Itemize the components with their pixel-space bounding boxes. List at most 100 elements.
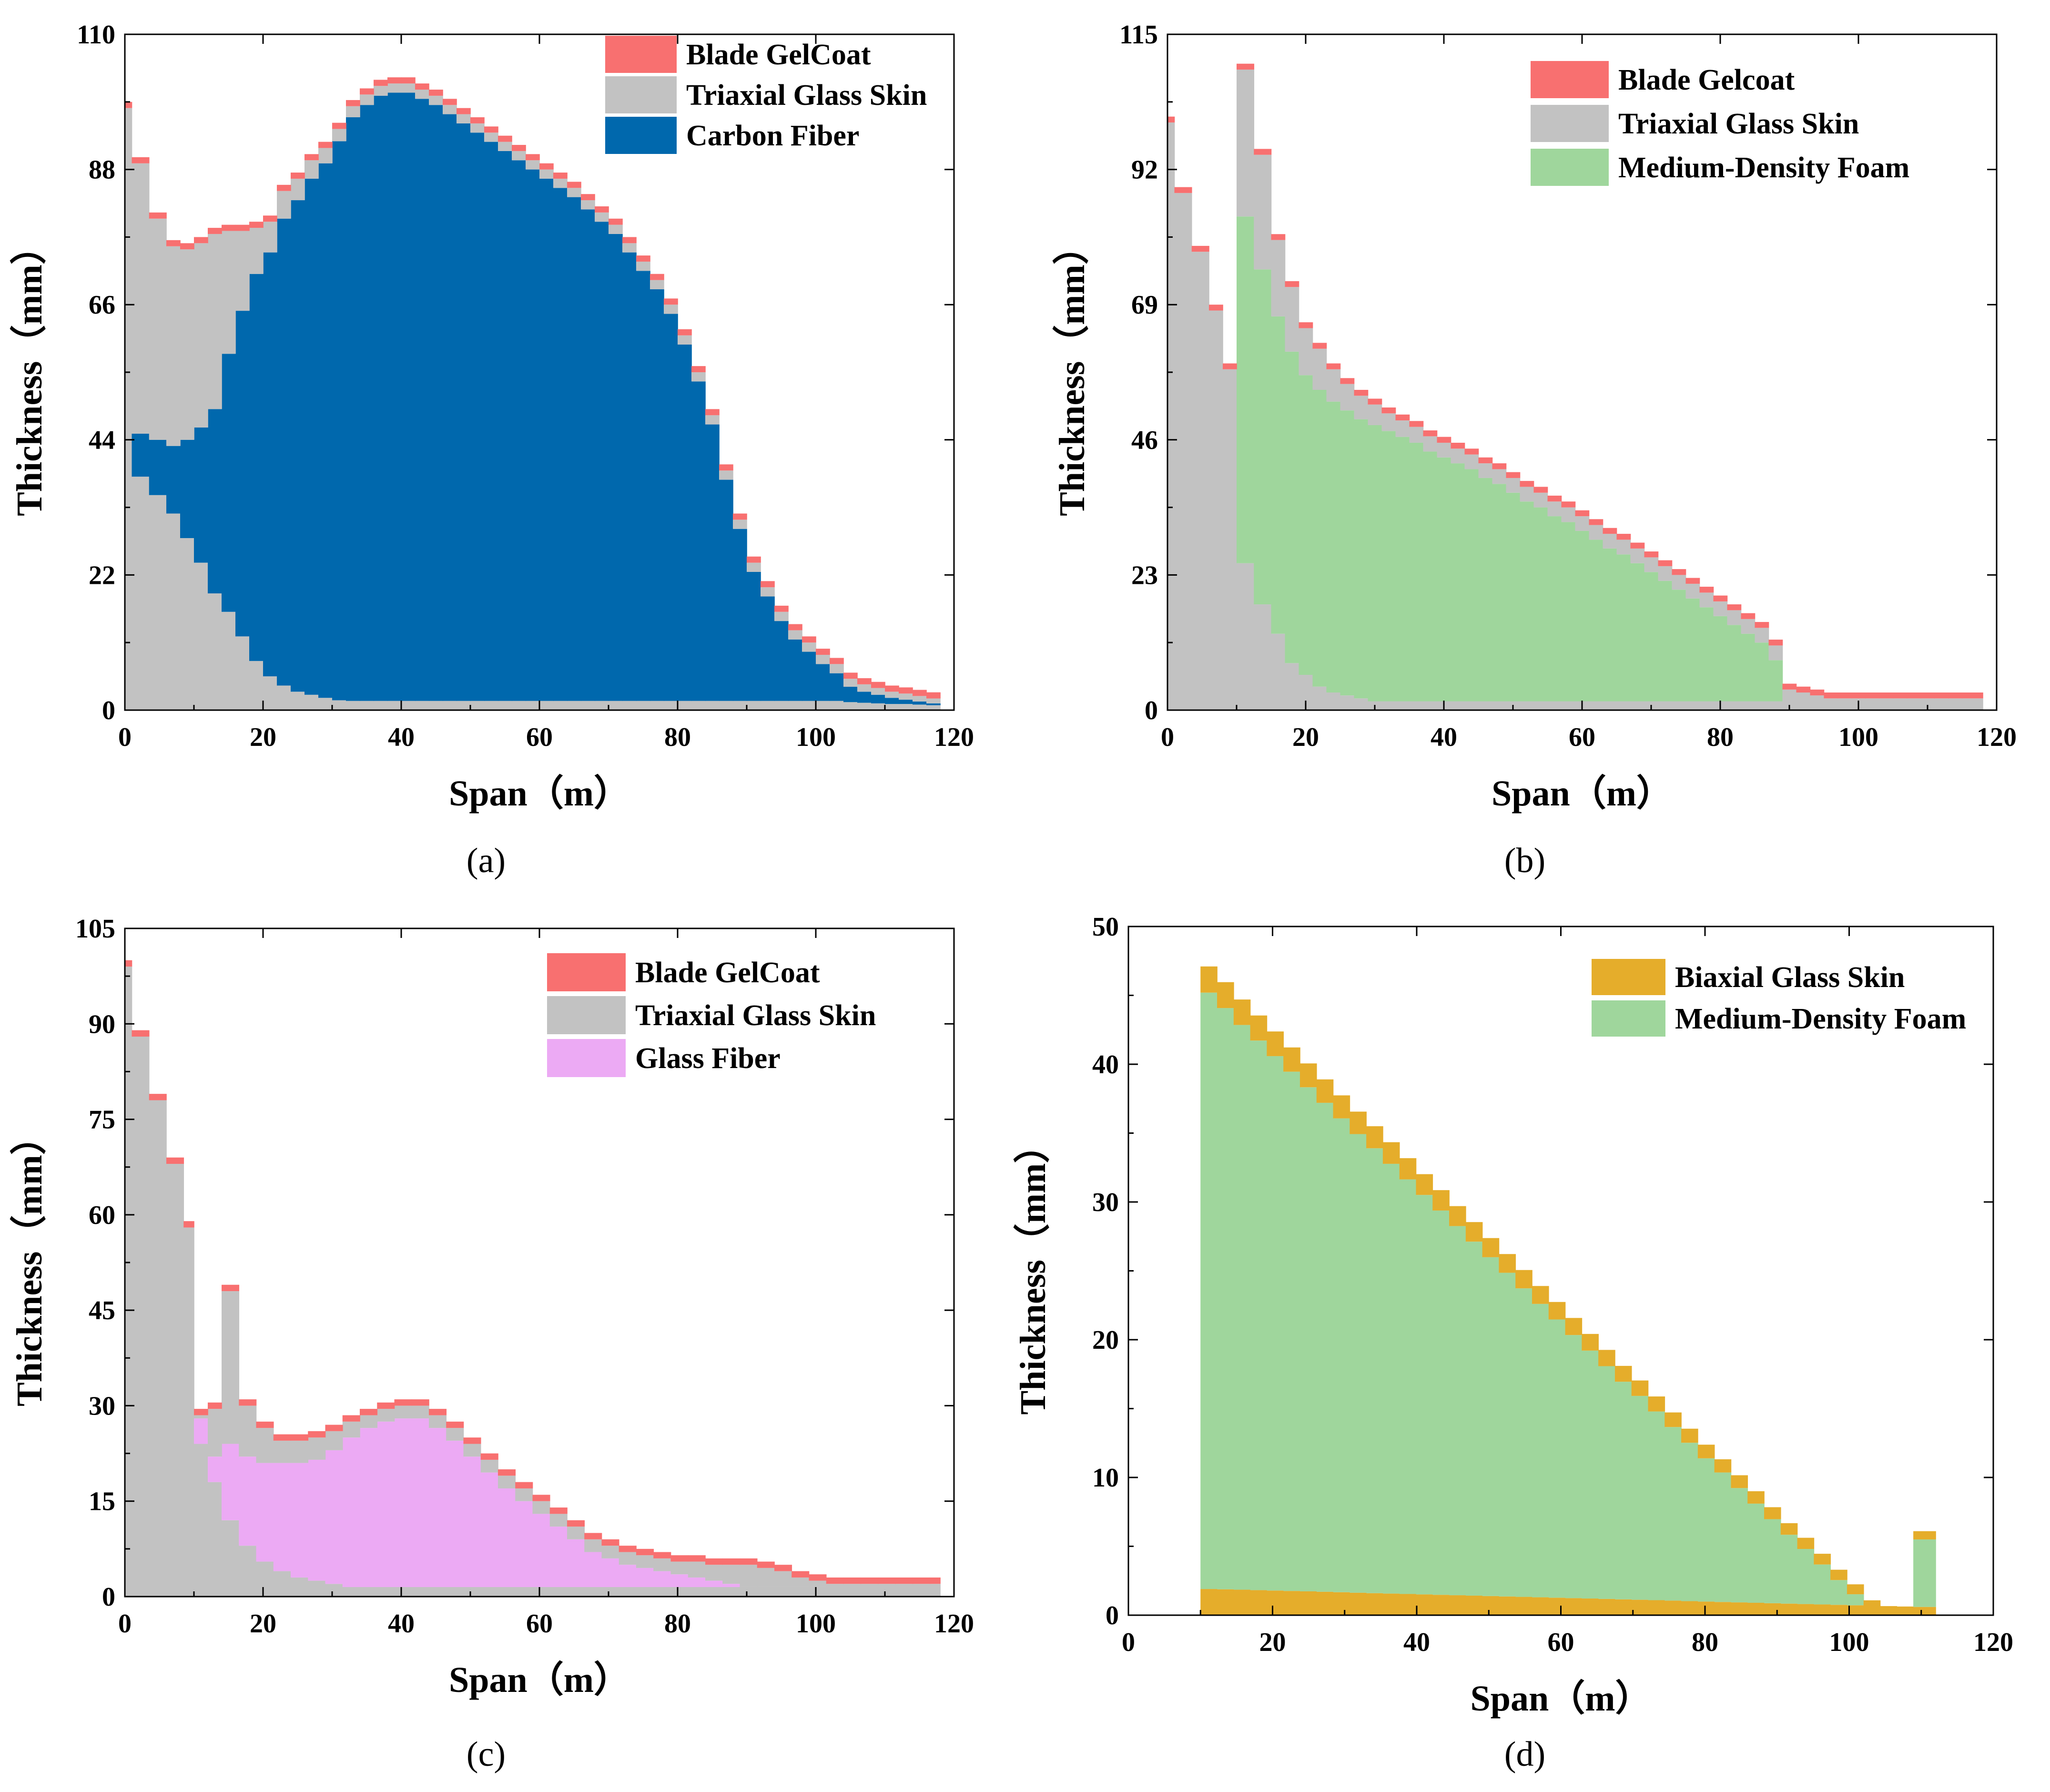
panel-c-series-2-bar [688, 1561, 706, 1578]
panel-a-series-2-bar [899, 693, 913, 700]
panel-d-series-2-bar [1449, 1206, 1466, 1226]
panel-c-x-tick-label: 0 [118, 1609, 132, 1639]
panel-b-series-1-bar [1437, 457, 1451, 702]
panel-a-series-0-bar [277, 685, 291, 710]
panel-c-series-0-bar [670, 1587, 689, 1597]
panel-b-series-2-bar [1561, 507, 1576, 522]
panel-b-series-3-bar [1616, 534, 1631, 540]
panel-b-series-2-bar [1589, 525, 1603, 540]
panel-c-series-2-bar [446, 1428, 464, 1441]
panel-c-series-1-bar [411, 1418, 429, 1587]
panel-a-legend-label: Blade GelCoat [686, 39, 871, 71]
panel-a-label: (a) [467, 841, 506, 880]
panel-a-series-1-bar [664, 314, 678, 701]
panel-c-series-3-bar [774, 1565, 792, 1571]
panel-c-series-0-bar [166, 1164, 184, 1597]
panel-d-y-tick-label: 20 [1092, 1325, 1119, 1355]
panel-a-series-1-bar [609, 234, 623, 701]
panel-a-series-2-bar [885, 692, 899, 698]
panel-d-series-0-bar [1333, 1592, 1350, 1615]
panel-b-series-2-bar [1520, 487, 1534, 502]
panel-a-series-0-bar [553, 701, 568, 710]
panel-b-series-2-bar [1254, 154, 1272, 270]
panel-b-legend-label: Medium-Density Foam [1618, 152, 1909, 184]
panel-a-series-3 [125, 77, 941, 699]
panel-a-series-3-bar [761, 581, 775, 588]
panel-c-series-0-bar [861, 1587, 879, 1597]
panel-a-series-0-bar [132, 477, 150, 710]
panel-d-series-1-bar [1664, 1427, 1682, 1601]
panel-a-series-1-bar [788, 639, 802, 701]
panel-b-series-0-bar [1962, 701, 1983, 710]
panel-c-series-0-bar [291, 1577, 309, 1597]
panel-b-legend-swatch [1531, 149, 1609, 186]
panel-a-series-3-bar [691, 366, 706, 372]
panel-c-series-2-bar [705, 1565, 723, 1581]
panel-c-series-0-bar [601, 1587, 619, 1597]
panel-d-series-2-bar [1863, 1600, 1881, 1610]
panel-a-series-0-bar [913, 704, 927, 710]
panel-d-series-0-bar [1399, 1594, 1417, 1615]
panel-c-legend-swatch [547, 996, 626, 1034]
panel-b-series-3-bar [1810, 689, 1825, 696]
panel-a-series-0-bar [429, 701, 443, 710]
panel-c-series-0-bar [532, 1587, 550, 1597]
panel-c-series-1-bar [670, 1574, 689, 1587]
panel-b-series-1-bar [1326, 401, 1341, 693]
panel-d-series-2-bar [1382, 1142, 1400, 1164]
panel-a-series-3-bar [802, 636, 816, 643]
panel-b-series-3-bar [1699, 587, 1714, 593]
panel-c-series-2-bar [843, 1584, 862, 1587]
panel-b-series-3-bar [1223, 363, 1237, 369]
panel-c-series-0-bar [740, 1587, 758, 1597]
panel-a-series-2-bar [567, 188, 581, 197]
panel-b-x-tick-label: 40 [1431, 723, 1457, 752]
panel-a-series-3-bar [512, 145, 526, 151]
panel-b-series-0-bar [1948, 701, 1963, 710]
panel-b-series-3-bar [1478, 457, 1493, 464]
panel-b-series-3-bar [1437, 437, 1451, 443]
panel-a-series-3-bar [277, 184, 291, 191]
panel-c-series-3-bar [446, 1421, 464, 1428]
panel-d-series-0-bar [1416, 1594, 1433, 1615]
panel-a-series-0-bar [774, 701, 789, 710]
panel-b-x-tick-label: 0 [1161, 723, 1174, 752]
panel-b-series-2-bar [1893, 698, 1908, 702]
panel-c-series-0-bar [308, 1580, 326, 1597]
panel-c-series-0-bar [498, 1587, 516, 1597]
panel-b-series-0-bar [1423, 701, 1438, 710]
panel-b-series-1-bar [1603, 548, 1617, 702]
panel-d-series-0-bar [1913, 1607, 1936, 1615]
panel-d-series-2-bar [1780, 1523, 1798, 1535]
panel-a-series-3-bar [387, 77, 402, 84]
panel-d-series-1-bar [1830, 1580, 1847, 1605]
panel-b-series-2-bar [1423, 436, 1438, 452]
panel-a-series-2-bar [277, 191, 291, 219]
panel-a-series-3-bar [885, 685, 899, 692]
panel-c-series-1-bar [208, 1456, 222, 1482]
panel-b-series-1-bar [1409, 442, 1424, 702]
panel-b-series-2-bar [1948, 698, 1963, 702]
panel-c-series-2-bar [360, 1415, 378, 1428]
panel-c-series-2-bar [653, 1558, 671, 1571]
panel-b-series-1-bar [1741, 633, 1756, 702]
panel-a-series-2-bar [304, 160, 319, 179]
panel-a-series-3-bar [857, 678, 872, 684]
panel-d-series-0-bar [1764, 1603, 1781, 1615]
panel-a-series-1-bar [360, 105, 374, 701]
panel-b-series-3-bar [1368, 398, 1382, 405]
panel-c-series-0-bar [342, 1587, 360, 1597]
panel-b-series-0-bar [1285, 663, 1299, 710]
panel-b-series-1-bar [1451, 463, 1465, 702]
panel-b-series-3-bar [1630, 542, 1645, 549]
panel-d-series-2-bar [1250, 1015, 1268, 1041]
panel-b-series-3-bar [1782, 683, 1797, 690]
panel-b-series-3 [1167, 63, 1983, 699]
panel-b-series-2-bar [1934, 698, 1949, 702]
panel-a-series-1-bar [857, 692, 872, 703]
panel-a-series-3-bar [581, 194, 595, 201]
panel-c-series-0-bar [463, 1587, 481, 1597]
panel-d-series-1-bar [1316, 1102, 1334, 1592]
panel-a-series-0-bar [512, 701, 526, 710]
panel-c-series-0-bar [360, 1587, 378, 1597]
